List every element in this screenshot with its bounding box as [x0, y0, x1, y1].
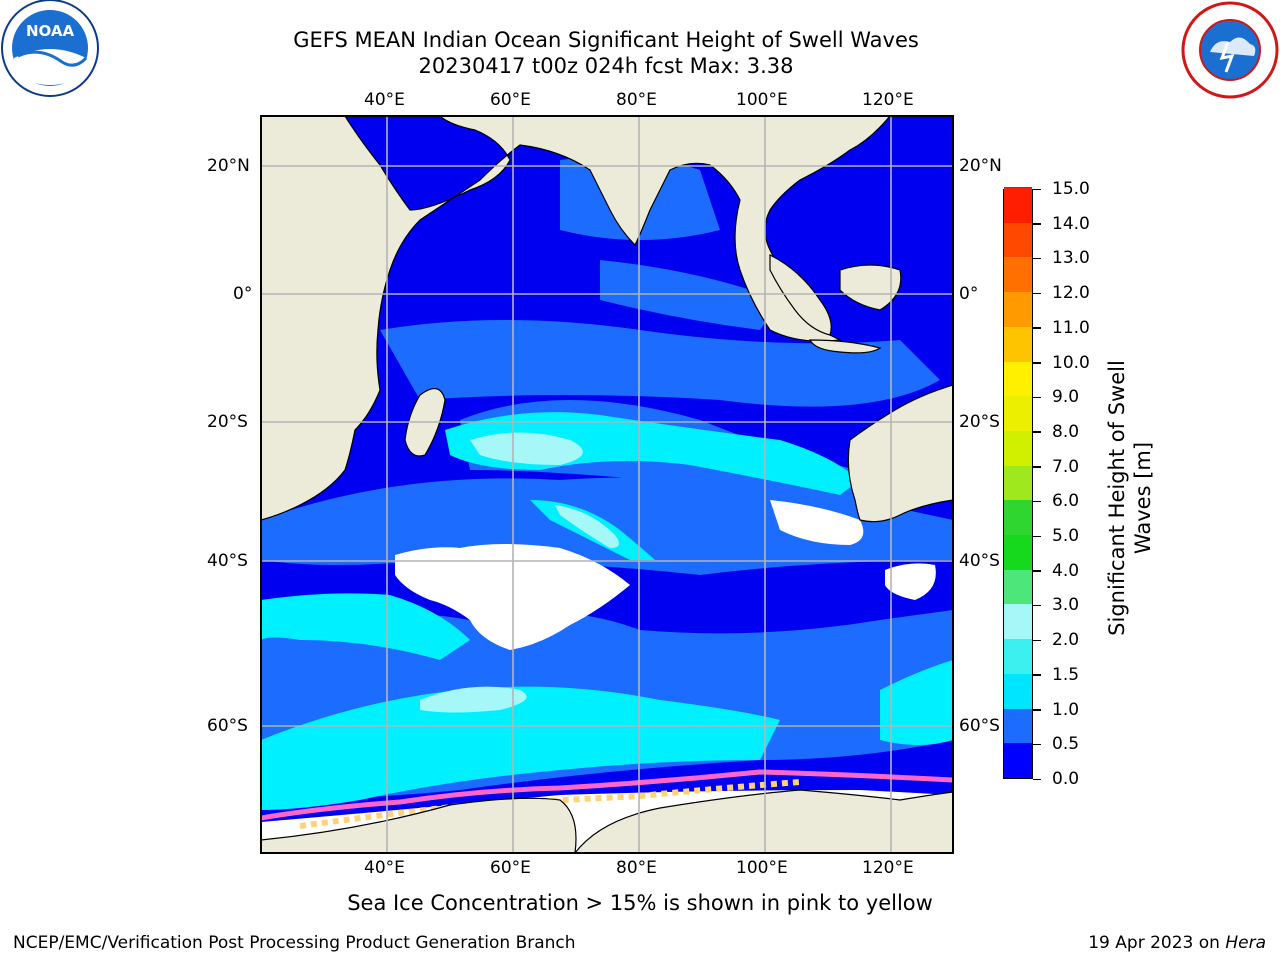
lat-label-left-0: 0° [233, 284, 253, 304]
colorbar-tick-label: 15.0 [1052, 179, 1090, 199]
colorbar-tick-mark [1033, 396, 1041, 399]
colorbar-segment [1004, 221, 1032, 258]
colorbar-segment [1004, 498, 1032, 536]
colorbar-tick-mark [1033, 327, 1041, 329]
colorbar-tick-mark [1033, 570, 1041, 572]
colorbar-tick-mark [1033, 362, 1041, 364]
lon-label-bottom-40e: 40°E [364, 858, 405, 878]
colorbar-tick-label: 1.0 [1052, 699, 1080, 720]
colorbar-segment [1004, 360, 1032, 397]
colorbar-tick-mark [1033, 743, 1041, 746]
colorbar-tick-label: 13.0 [1052, 248, 1090, 269]
footer-credit: NCEP/EMC/Verification Post Processing Pr… [13, 933, 576, 953]
lon-label-top-100e: 100°E [736, 90, 788, 110]
colorbar-tick-mark [1033, 188, 1041, 190]
colorbar-segment [1004, 394, 1032, 431]
colorbar-segment [1004, 429, 1032, 466]
footer-machine: Hera [1225, 933, 1266, 953]
land-australia [847, 384, 953, 523]
svg-text:NOAA: NOAA [26, 22, 75, 40]
lon-label-bottom-120e: 120°E [862, 858, 914, 878]
lon-label-bottom-80e: 80°E [616, 858, 657, 878]
lat-label-left-20s: 20°S [207, 412, 248, 432]
sea-ice-edge [261, 769, 953, 821]
colorbar-segment [1004, 255, 1032, 293]
colorbar-tick-mark [1033, 639, 1041, 642]
nws-logo [1181, 1, 1279, 99]
colorbar-tick-mark [1033, 292, 1041, 295]
colorbar-tick-label: 12.0 [1052, 283, 1090, 304]
colorbar-segment [1004, 741, 1032, 778]
colorbar-tick-mark [1033, 709, 1041, 711]
lon-label-top-40e: 40°E [364, 90, 405, 110]
colorbar-tick-label: 14.0 [1052, 213, 1090, 234]
colorbar-tick-mark [1033, 466, 1041, 468]
lat-label-left-20n: 20°N [207, 156, 250, 176]
colorbar-tick-mark [1033, 223, 1041, 225]
lon-label-bottom-60e: 60°E [490, 858, 531, 878]
colorbar-tick-label: 7.0 [1052, 456, 1080, 477]
lat-label-right-40s: 40°S [959, 551, 1000, 571]
map-frame [260, 115, 954, 854]
land-africa-asia [261, 116, 953, 521]
colorbar-title: Significant Height of Swell Waves [m] [1104, 328, 1156, 668]
land-antarctica [261, 789, 953, 853]
colorbar-tick-mark [1033, 535, 1041, 538]
colorbar-segment [1004, 325, 1032, 362]
swell-2-0-3-0 [420, 432, 619, 713]
swell-1-0-1-5 [261, 412, 953, 810]
colorbar-tick-label: 5.0 [1052, 526, 1080, 547]
colorbar-segment [1004, 637, 1032, 674]
footer-date: 19 Apr 2023 on Hera [1088, 933, 1266, 953]
colorbar-title-line2: Waves [m] [1131, 441, 1155, 555]
colorbar-segment [1004, 602, 1032, 640]
colorbar-tick-label: 8.0 [1052, 421, 1080, 442]
colorbar-segment [1004, 464, 1032, 501]
colorbar-tick-label: 3.0 [1052, 595, 1080, 616]
sea-ice-note: Sea Ice Concentration > 15% is shown in … [347, 891, 933, 915]
colorbar [1003, 186, 1033, 779]
colorbar-tick-label: 10.0 [1052, 352, 1090, 373]
footer-date-text: 19 Apr 2023 on [1088, 933, 1226, 953]
lat-label-left-60s: 60°S [207, 716, 248, 736]
lat-label-right-20s: 20°S [959, 412, 1000, 432]
graticule [261, 116, 953, 853]
lat-label-left-40s: 40°S [207, 551, 248, 571]
colorbar-title-line1: Significant Height of Swell [1105, 360, 1129, 636]
lon-label-top-80e: 80°E [616, 90, 657, 110]
lon-label-top-120e: 120°E [862, 90, 914, 110]
map-subtitle: 20230417 t00z 024h fcst Max: 3.38 [418, 54, 794, 78]
map-title: GEFS MEAN Indian Ocean Significant Heigh… [293, 28, 919, 52]
colorbar-tick-label: 1.5 [1052, 664, 1080, 685]
colorbar-tick-label: 11.0 [1052, 317, 1090, 338]
colorbar-tick-label: 0.0 [1052, 769, 1080, 789]
colorbar-tick-label: 6.0 [1052, 491, 1080, 512]
noaa-logo: NOAA [1, 0, 99, 97]
lon-label-bottom-100e: 100°E [736, 858, 788, 878]
colorbar-tick-mark [1033, 674, 1041, 676]
colorbar-tick-mark [1033, 500, 1041, 503]
colorbar-tick-mark [1033, 431, 1041, 433]
land-sumatra [769, 254, 832, 336]
lat-label-right-20n: 20°N [959, 156, 1002, 176]
colorbar-tick-mark [1033, 257, 1041, 260]
lat-label-right-0: 0° [959, 284, 979, 304]
colorbar-segment [1004, 186, 1032, 223]
colorbar-tick-label: 0.5 [1052, 734, 1080, 755]
colorbar-segment [1004, 290, 1032, 327]
colorbar-segment [1004, 533, 1032, 570]
colorbar-tick-mark [1033, 778, 1041, 780]
land-java [809, 339, 882, 354]
colorbar-tick-label: 4.0 [1052, 560, 1080, 581]
lat-label-right-60s: 60°S [959, 716, 1000, 736]
colorbar-tick-mark [1033, 604, 1041, 607]
colorbar-tick-label: 2.0 [1052, 630, 1080, 651]
colorbar-tick-label: 9.0 [1052, 387, 1080, 408]
colorbar-segment [1004, 672, 1032, 709]
colorbar-segment [1004, 568, 1032, 605]
colorbar-segment [1004, 707, 1032, 744]
lon-label-top-60e: 60°E [490, 90, 531, 110]
land-borneo [839, 264, 902, 311]
